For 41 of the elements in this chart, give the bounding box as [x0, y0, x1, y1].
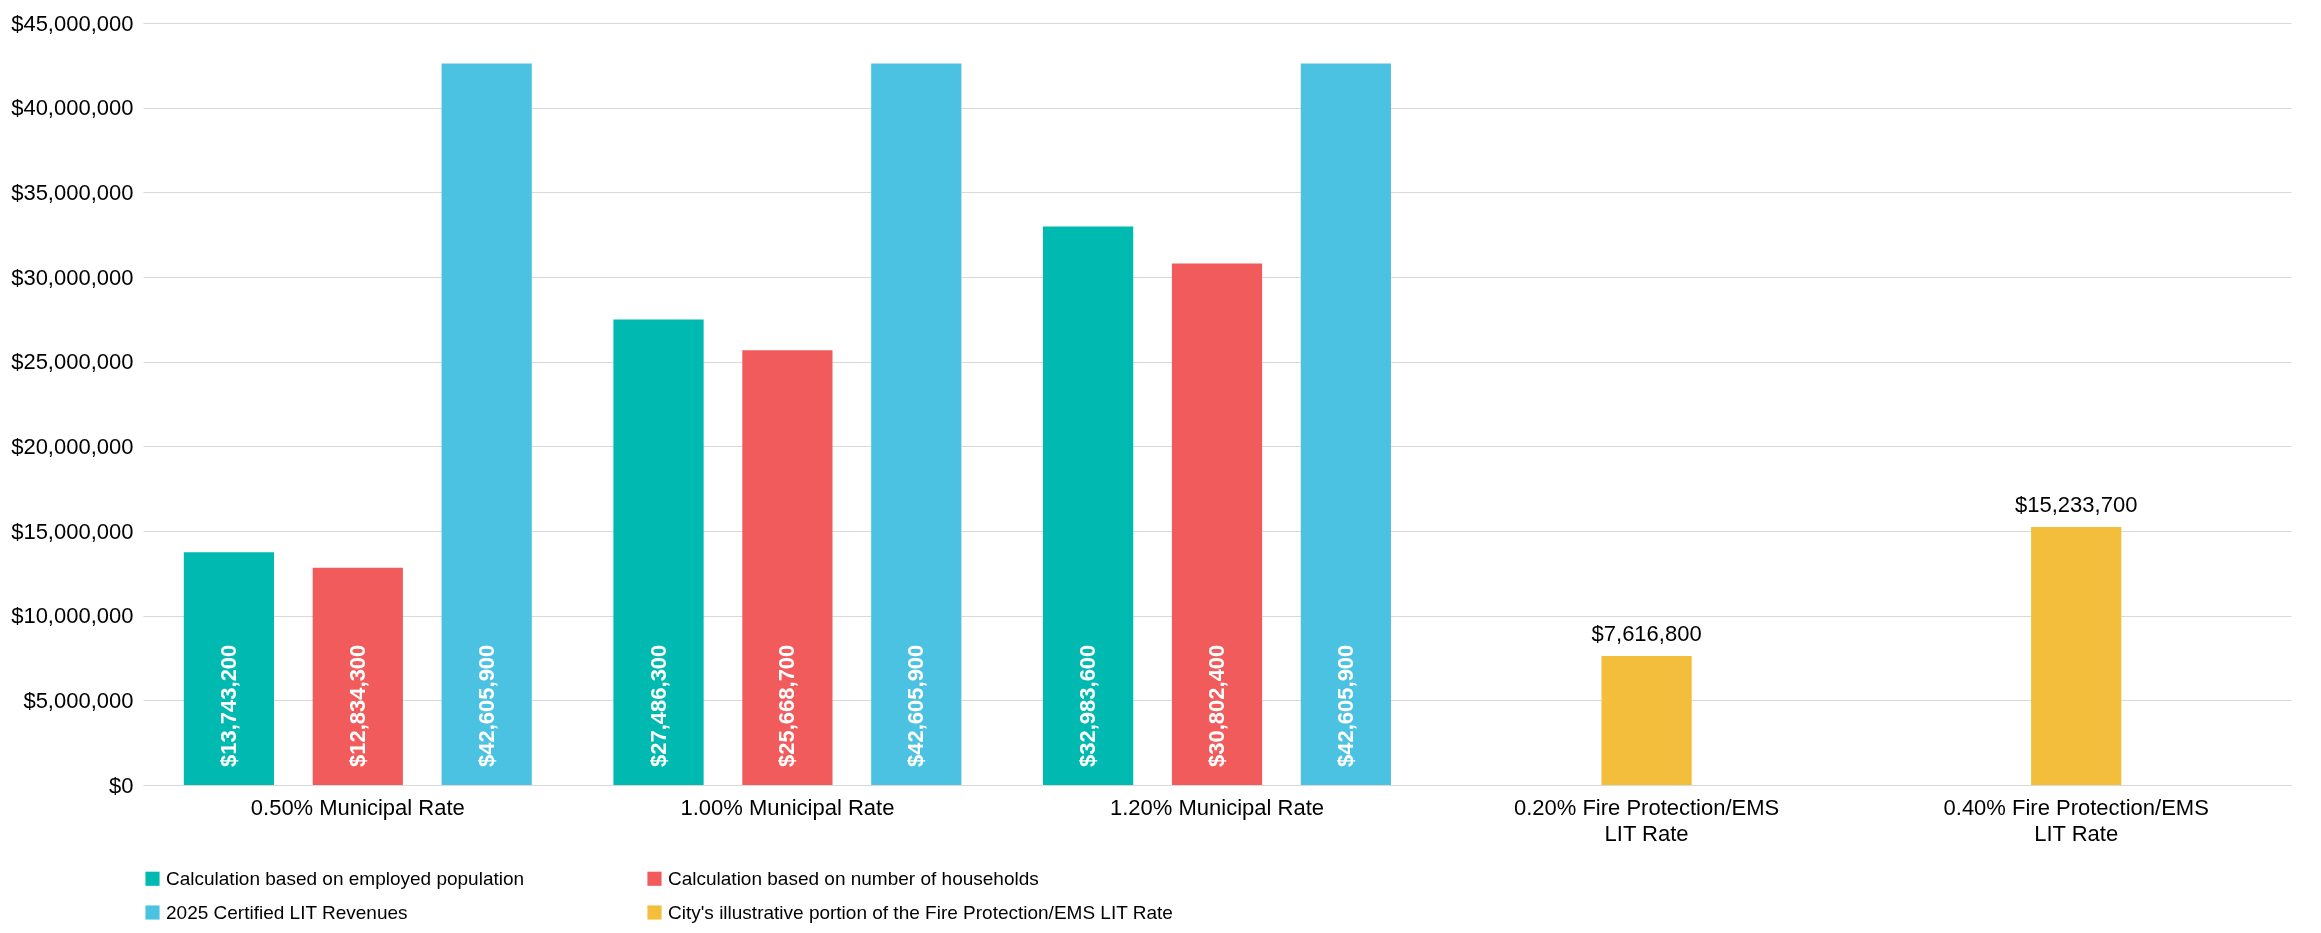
data-label: $32,983,600	[1075, 644, 1101, 767]
data-label: $42,605,900	[903, 644, 929, 767]
legend-label: Calculation based on number of households	[668, 867, 1039, 889]
y-tick-label: $30,000,000	[11, 264, 134, 290]
y-tick-label: $5,000,000	[23, 687, 134, 713]
y-tick-label: $25,000,000	[11, 349, 134, 375]
data-label: $30,802,400	[1204, 644, 1229, 767]
bar	[183, 552, 275, 785]
x-tick-label: 0.50% Municipal Rate	[250, 794, 465, 820]
data-label: $13,743,200	[215, 644, 241, 767]
legend-label: Calculation based on employed population	[166, 867, 525, 889]
y-tick-label: $0	[109, 772, 134, 798]
bar	[1171, 263, 1263, 785]
bar	[2031, 527, 2122, 785]
data-label: $25,668,700	[774, 644, 800, 767]
x-tick-label: 0.20% Fire Protection/EMS LIT Rate	[1513, 794, 1780, 846]
y-tick-label: $10,000,000	[11, 603, 134, 629]
bar	[1601, 656, 1692, 785]
bar	[613, 319, 704, 785]
y-tick-label: $40,000,000	[11, 95, 134, 121]
y-tick-label: $20,000,000	[11, 433, 134, 459]
data-label: $42,605,900	[1332, 644, 1358, 767]
x-tick-label: 1.20% Municipal Rate	[1109, 794, 1325, 820]
bar	[312, 567, 403, 785]
y-tick-label: $15,000,000	[11, 518, 134, 544]
data-label: $27,486,300	[645, 644, 671, 767]
x-tick-label: 1.00% Municipal Rate	[680, 794, 895, 820]
bar	[742, 350, 833, 785]
y-tick-label: $45,000,000	[11, 10, 134, 36]
legend-label: 2025 Certified LIT Revenues	[166, 901, 408, 923]
bar	[1043, 226, 1134, 785]
bar	[441, 63, 532, 785]
data-label: $7,616,800	[1591, 621, 1702, 647]
bar	[871, 63, 962, 785]
data-label: $42,605,900	[473, 644, 499, 767]
legend-label: City's illustrative portion of the Fire Protection/EMS LIT Rate	[668, 901, 1173, 923]
y-tick-label: $35,000,000	[11, 179, 134, 205]
data-label: $12,834,300	[344, 644, 370, 767]
x-tick-label: 0.40% Fire Protection/EMS LIT Rate	[1943, 794, 2209, 846]
bar	[1300, 63, 1391, 785]
data-label: $15,233,700	[2015, 492, 2138, 518]
